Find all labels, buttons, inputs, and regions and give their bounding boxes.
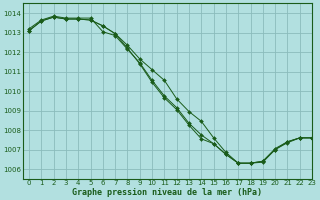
X-axis label: Graphe pression niveau de la mer (hPa): Graphe pression niveau de la mer (hPa) (72, 188, 262, 197)
